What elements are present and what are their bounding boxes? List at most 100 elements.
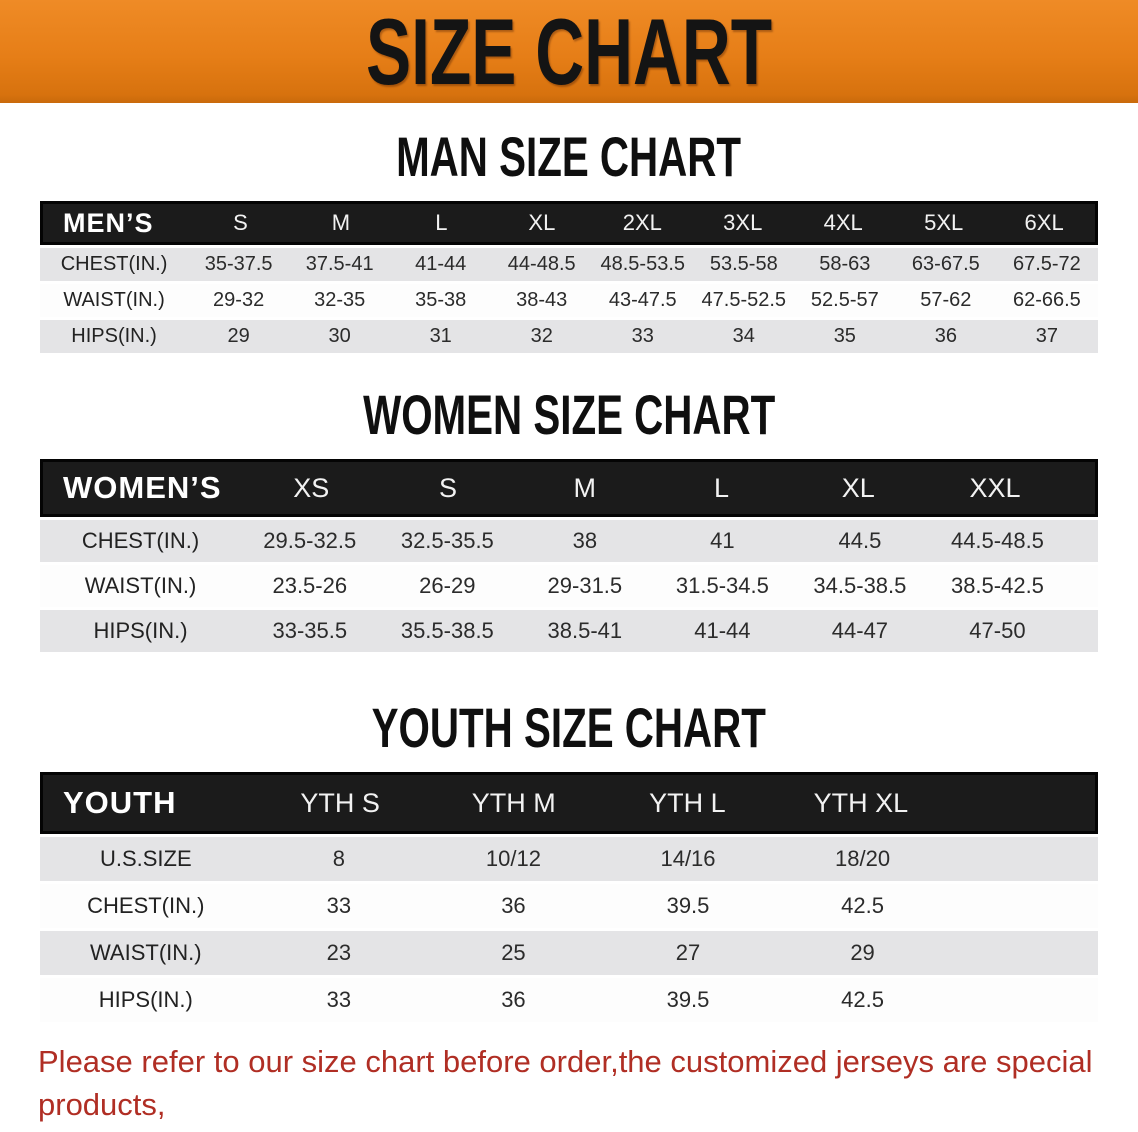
size-value: 32-35	[314, 289, 366, 311]
size-value: 63-67.5	[911, 253, 980, 275]
size-value: 29	[850, 940, 875, 965]
size-value: 48.5-53.5	[600, 253, 685, 275]
size-value: 35	[833, 325, 856, 347]
size-group-label: WOMEN’S	[63, 470, 222, 505]
size-column-header: S	[233, 210, 248, 235]
size-value: 36	[501, 893, 526, 918]
size-value: 44.5-48.5	[950, 528, 1044, 553]
measurement-label: WAIST(IN.)	[84, 573, 197, 598]
measurement-label: HIPS(IN.)	[93, 618, 188, 643]
size-column-header: 3XL	[723, 210, 763, 235]
size-table-header-row: WOMEN’S XS S M L XL XXL	[40, 459, 1098, 517]
size-value: 36	[501, 987, 526, 1012]
size-value: 44.5	[838, 528, 882, 553]
women-size-table: WOMEN’S XS S M L XL XXL CHEST(IN.) 29.5-32.5 32.5…	[40, 459, 1098, 652]
size-table-row: HIPS(IN.) 29 30 31 32 33 34 35 36 37	[40, 320, 1098, 353]
size-value: 43-47.5	[608, 289, 677, 311]
size-value: 33	[631, 325, 654, 347]
size-value: 18/20	[835, 846, 891, 871]
youth-size-table: YOUTH YTH S YTH M YTH L YTH XL U.S.SIZE 8 10/12…	[40, 772, 1098, 1022]
banner-title: SIZE CHART	[287, 0, 851, 104]
size-table-row: HIPS(IN.) 33-35.5 35.5-38.5 38.5-41 41-44 44-…	[40, 610, 1098, 652]
size-column-header: L	[713, 472, 730, 503]
size-value: 31	[429, 325, 452, 347]
size-value: 29	[227, 325, 250, 347]
size-column-header: 4XL	[823, 210, 863, 235]
size-value: 30	[328, 325, 351, 347]
size-value: 47.5-52.5	[701, 289, 787, 311]
size-value: 33	[326, 987, 352, 1012]
measurement-label: CHEST(IN.)	[87, 893, 205, 918]
size-table-row: HIPS(IN.) 33 36 39.5 42.5	[40, 978, 1098, 1022]
size-column-header: XL	[528, 210, 556, 235]
size-value: 41-44	[694, 618, 751, 643]
measurement-label: U.S.SIZE	[99, 846, 192, 871]
size-value: 25	[501, 940, 526, 965]
size-value: 8	[332, 846, 345, 871]
size-value: 39.5	[666, 893, 710, 918]
size-table-row: U.S.SIZE 8 10/12 14/16 18/20	[40, 837, 1098, 881]
size-value: 36	[934, 325, 957, 347]
size-column-header: M	[331, 210, 351, 235]
size-column-header: XXL	[969, 472, 1021, 503]
measurement-label: WAIST(IN.)	[63, 289, 165, 311]
size-column-header: YTH XL	[813, 787, 909, 818]
size-value: 41-44	[415, 253, 467, 275]
banner-title-text: SIZE CHART	[365, 0, 773, 104]
size-value: 57-62	[920, 289, 972, 311]
size-value: 14/16	[660, 846, 716, 871]
size-value: 29-32	[213, 289, 265, 311]
man-size-section: MAN SIZE CHART MEN’S S M L XL 2XL 3XL 4XL 5XL 6XL…	[0, 129, 1138, 353]
size-column-header: 2XL	[622, 210, 662, 235]
order-note: Please refer to our size chart before or…	[38, 1040, 1100, 1132]
size-value: 29-31.5	[547, 573, 623, 598]
size-value: 35-37.5	[204, 253, 273, 275]
size-column-header: YTH L	[649, 787, 726, 818]
measurement-label: CHEST(IN.)	[81, 528, 200, 553]
size-value: 10/12	[485, 846, 541, 871]
size-value: 58-63	[819, 253, 871, 275]
size-value: 41	[710, 528, 735, 553]
man-section-title: MAN SIZE CHART	[0, 129, 1138, 185]
size-column-header: YTH M	[471, 787, 556, 818]
size-column-header: YTH S	[300, 787, 380, 818]
size-table-row: WAIST(IN.) 23.5-26 26-29 29-31.5 31.5-34.5 34…	[40, 565, 1098, 607]
size-column-header: S	[438, 472, 457, 503]
size-value: 53.5-58	[709, 253, 778, 275]
size-table-row: CHEST(IN.) 29.5-32.5 32.5-35.5 38 41 44.5 44.5…	[40, 520, 1098, 562]
size-value: 34.5-38.5	[813, 573, 907, 598]
size-value: 32.5-35.5	[400, 528, 494, 553]
size-value: 34	[732, 325, 755, 347]
size-value: 23	[326, 940, 352, 965]
size-value: 42.5	[841, 987, 884, 1012]
size-value: 47-50	[969, 618, 1026, 643]
man-section-title-text: MAN SIZE CHART	[396, 125, 742, 188]
order-note-line-1: Please refer to our size chart before or…	[38, 1044, 1093, 1123]
size-value: 44-47	[831, 618, 889, 643]
women-size-section: WOMEN SIZE CHART WOMEN’S XS S M L XL XXL CHEST(…	[0, 387, 1138, 652]
size-value: 33-35.5	[272, 618, 348, 643]
size-value: 26-29	[419, 573, 476, 598]
measurement-label: HIPS(IN.)	[71, 325, 157, 347]
size-value: 29.5-32.5	[263, 528, 357, 553]
size-group-label: MEN’S	[63, 207, 154, 238]
order-note-line-2: we don't accept cancel, change, teturn o…	[38, 1127, 1100, 1132]
women-section-title-text: WOMEN SIZE CHART	[362, 383, 776, 446]
size-value: 39.5	[666, 987, 710, 1012]
size-column-header: 5XL	[924, 210, 964, 235]
youth-size-section: YOUTH SIZE CHART YOUTH YTH S YTH M YTH L YTH…	[0, 700, 1138, 1022]
size-value: 52.5-57	[810, 289, 879, 311]
size-table-row: CHEST(IN.) 35-37.5 37.5-41 41-44 44-48.5 48.5…	[40, 248, 1098, 281]
size-value: 37	[1035, 325, 1058, 347]
size-table-row: CHEST(IN.) 33 36 39.5 42.5	[40, 884, 1098, 928]
size-value: 27	[675, 940, 701, 965]
size-value: 35-38	[415, 289, 467, 311]
size-table-header-row: YOUTH YTH S YTH M YTH L YTH XL	[40, 772, 1098, 834]
size-chart-banner: SIZE CHART	[0, 0, 1138, 103]
size-group-label: YOUTH	[63, 785, 177, 820]
measurement-label: WAIST(IN.)	[89, 940, 202, 965]
youth-section-title-text: YOUTH SIZE CHART	[371, 696, 767, 759]
size-value: 62-66.5	[1012, 289, 1081, 311]
size-value: 31.5-34.5	[675, 573, 769, 598]
size-value: 23.5-26	[272, 573, 348, 598]
